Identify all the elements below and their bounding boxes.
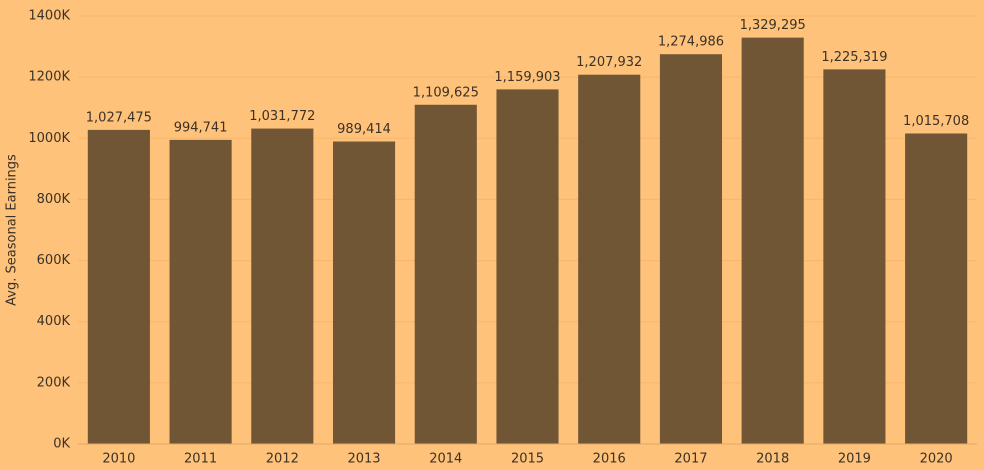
- bar: [823, 69, 886, 445]
- bar: [332, 141, 396, 444]
- value-label: 1,109,625: [413, 85, 479, 100]
- value-label: 989,414: [337, 122, 391, 137]
- x-tick-label: 2018: [756, 452, 789, 467]
- x-tick-label: 2010: [102, 452, 135, 467]
- bar: [414, 104, 477, 444]
- value-label: 1,015,708: [903, 114, 969, 129]
- value-label: 1,207,932: [576, 55, 642, 70]
- x-tick-label: 2020: [920, 452, 953, 467]
- bar: [251, 128, 314, 444]
- y-tick-label: 200K: [37, 375, 71, 390]
- y-tick-label: 800K: [37, 192, 71, 207]
- y-tick-label: 1000K: [28, 131, 70, 146]
- x-tick-label: 2012: [266, 452, 299, 467]
- value-label: 1,274,986: [658, 35, 724, 50]
- value-label: 1,329,295: [740, 18, 806, 33]
- value-label: 1,027,475: [86, 110, 152, 125]
- value-label: 1,031,772: [249, 109, 315, 124]
- y-axis-title: Avg. Seasonal Earnings: [5, 154, 20, 306]
- y-tick-label: 1200K: [28, 70, 70, 85]
- y-tick-label: 1400K: [28, 9, 70, 24]
- value-label: 994,741: [174, 120, 228, 135]
- bar: [578, 74, 641, 445]
- x-tick-label: 2019: [838, 452, 871, 467]
- y-tick-label: 400K: [37, 314, 71, 329]
- value-label: 1,159,903: [494, 70, 560, 85]
- x-tick-label: 2016: [593, 452, 626, 467]
- x-tick-label: 2014: [429, 452, 462, 467]
- bar: [905, 133, 968, 444]
- x-tick-label: 2017: [674, 452, 707, 467]
- bar: [87, 129, 150, 444]
- y-tick-label: 0K: [53, 437, 70, 452]
- bar: [659, 54, 723, 444]
- value-label: 1,225,319: [821, 50, 887, 65]
- x-tick-label: 2013: [347, 452, 380, 467]
- x-tick-label: 2011: [184, 452, 217, 467]
- bar: [741, 37, 804, 444]
- bar: [496, 89, 559, 444]
- bar: [169, 139, 232, 444]
- x-tick-label: 2015: [511, 452, 544, 467]
- y-tick-label: 600K: [37, 253, 71, 268]
